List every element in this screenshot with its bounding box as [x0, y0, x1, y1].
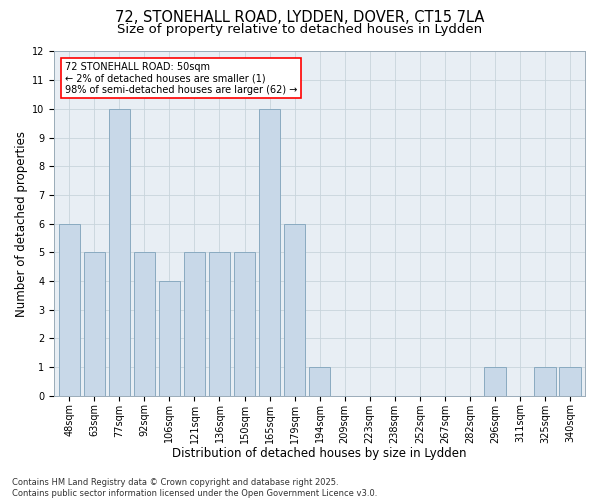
- Bar: [59, 224, 80, 396]
- Bar: [284, 224, 305, 396]
- Text: 72, STONEHALL ROAD, LYDDEN, DOVER, CT15 7LA: 72, STONEHALL ROAD, LYDDEN, DOVER, CT15 …: [115, 10, 485, 25]
- Text: Size of property relative to detached houses in Lydden: Size of property relative to detached ho…: [118, 22, 482, 36]
- Bar: [535, 367, 556, 396]
- Bar: [109, 109, 130, 396]
- Text: Contains HM Land Registry data © Crown copyright and database right 2025.
Contai: Contains HM Land Registry data © Crown c…: [12, 478, 377, 498]
- Bar: [559, 367, 581, 396]
- Y-axis label: Number of detached properties: Number of detached properties: [15, 130, 28, 316]
- Bar: [83, 252, 105, 396]
- X-axis label: Distribution of detached houses by size in Lydden: Distribution of detached houses by size …: [172, 447, 467, 460]
- Bar: [259, 109, 280, 396]
- Text: 72 STONEHALL ROAD: 50sqm
← 2% of detached houses are smaller (1)
98% of semi-det: 72 STONEHALL ROAD: 50sqm ← 2% of detache…: [65, 62, 297, 95]
- Bar: [159, 281, 180, 396]
- Bar: [184, 252, 205, 396]
- Bar: [209, 252, 230, 396]
- Bar: [134, 252, 155, 396]
- Bar: [234, 252, 255, 396]
- Bar: [484, 367, 506, 396]
- Bar: [309, 367, 330, 396]
